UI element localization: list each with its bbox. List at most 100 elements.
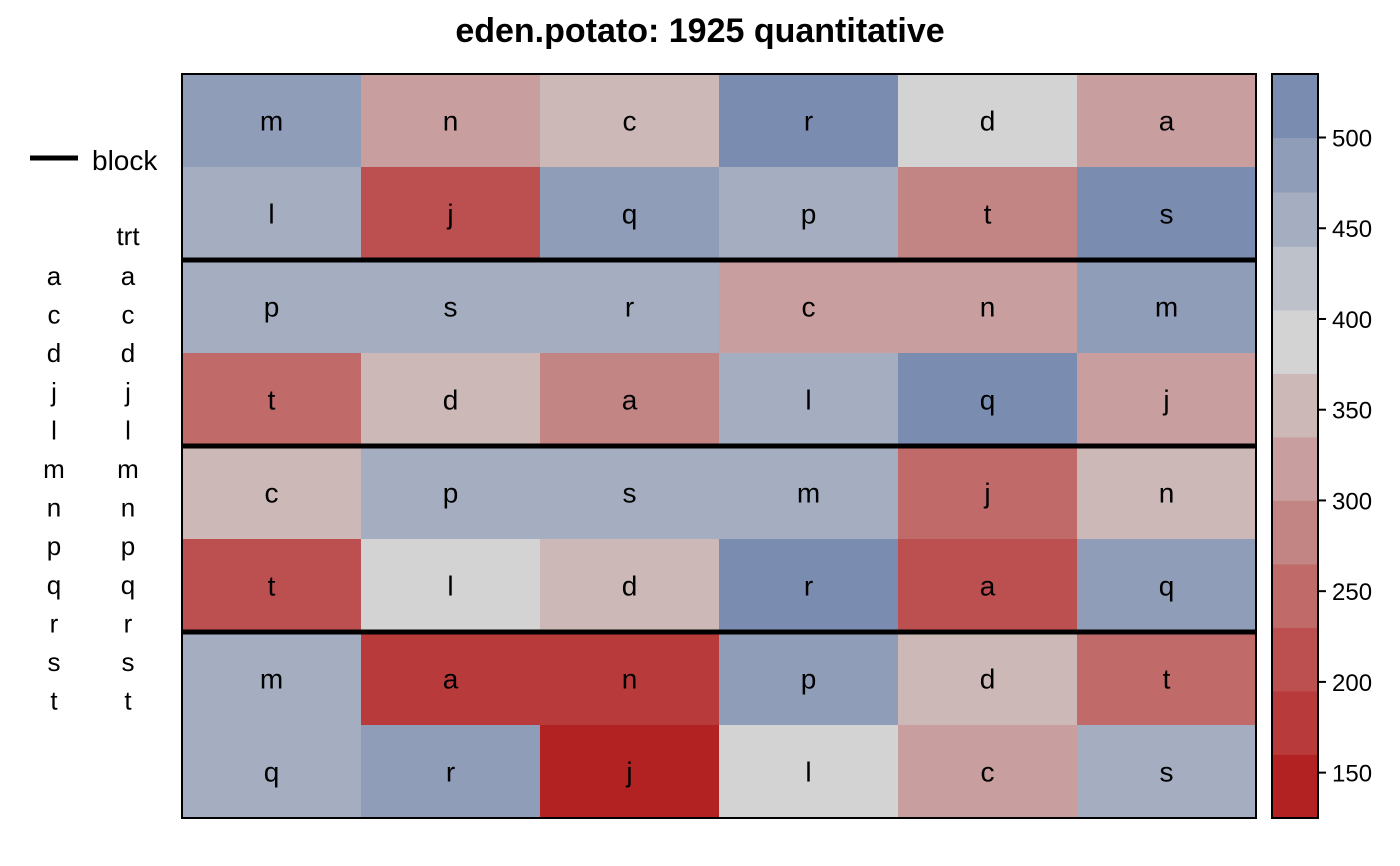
heatmap-cell xyxy=(719,260,899,354)
heatmap-cell xyxy=(361,260,541,354)
heatmap-cell xyxy=(182,260,362,354)
cell-label: q xyxy=(1159,571,1175,602)
colorbar-tick-label: 200 xyxy=(1332,670,1372,697)
heatmap-cell xyxy=(1077,353,1257,447)
legend-level-right: s xyxy=(122,647,135,677)
legend-level-left: j xyxy=(50,377,57,407)
cell-label: p xyxy=(264,292,280,323)
heatmap-cell xyxy=(540,74,720,168)
cell-label: p xyxy=(801,199,817,230)
cell-label: r xyxy=(804,106,813,137)
cell-label: r xyxy=(625,292,634,323)
cell-label: m xyxy=(797,478,820,509)
cell-label: l xyxy=(447,571,453,602)
legend-level-right: q xyxy=(121,570,135,600)
cell-label: j xyxy=(446,199,453,230)
colorbar-tick-label: 500 xyxy=(1332,126,1372,153)
heatmap-cell xyxy=(1077,260,1257,354)
heatmap-cell xyxy=(898,725,1078,819)
heatmap-cell xyxy=(182,632,362,726)
cell-label: q xyxy=(980,385,996,416)
legend-level-left: q xyxy=(47,570,61,600)
cell-label: p xyxy=(801,664,817,695)
cell-label: t xyxy=(984,199,992,230)
cell-label: m xyxy=(260,664,283,695)
heatmap-cell xyxy=(898,353,1078,447)
colorbar-band xyxy=(1272,690,1318,755)
colorbar-tick-label: 450 xyxy=(1332,216,1372,243)
cell-label: m xyxy=(260,106,283,137)
legend-level-left: r xyxy=(50,608,59,638)
colorbar-band xyxy=(1272,246,1318,311)
cell-label: s xyxy=(1160,199,1174,230)
heatmap-cell xyxy=(540,353,720,447)
heatmap-cell xyxy=(540,725,720,819)
colorbar-band xyxy=(1272,500,1318,565)
cell-label: l xyxy=(805,757,811,788)
legend-level-right: t xyxy=(124,686,132,716)
colorbar-band xyxy=(1272,191,1318,247)
heatmap-cell xyxy=(182,74,362,168)
cell-label: l xyxy=(268,199,274,230)
cell-label: d xyxy=(443,385,459,416)
plot-border xyxy=(181,73,1257,819)
heatmap-cell xyxy=(898,446,1078,540)
colorbar-tick-label: 150 xyxy=(1332,761,1372,788)
cell-label: t xyxy=(268,385,276,416)
heatmap-cell xyxy=(1077,725,1257,819)
heatmap-cells xyxy=(182,74,1257,819)
colorbar-tick-label: 400 xyxy=(1332,307,1372,334)
cell-label: c xyxy=(623,106,637,137)
heatmap-cell xyxy=(361,167,541,261)
legend-level-left: p xyxy=(47,531,61,561)
legend-level-left: s xyxy=(48,647,61,677)
heatmap-cell xyxy=(719,539,899,633)
colorbar-band xyxy=(1272,373,1318,438)
heatmap-cell xyxy=(898,539,1078,633)
heatmap-cell xyxy=(182,446,362,540)
heatmap-cell xyxy=(898,632,1078,726)
heatmap-cell xyxy=(540,260,720,354)
cell-label: j xyxy=(1162,385,1169,416)
cell-label: d xyxy=(980,664,996,695)
colorbar-border xyxy=(1271,73,1319,819)
legend-level-right: r xyxy=(124,608,133,638)
heatmap-cell xyxy=(898,260,1078,354)
heatmap-cell xyxy=(719,74,899,168)
heatmap-cell xyxy=(361,632,541,726)
heatmap-cell xyxy=(182,725,362,819)
heatmap-cell xyxy=(540,539,720,633)
colorbar-band xyxy=(1272,309,1318,374)
cell-label: d xyxy=(980,106,996,137)
cell-label: n xyxy=(622,664,638,695)
cell-label: a xyxy=(622,385,638,416)
cell-label: d xyxy=(622,571,638,602)
legend-level-left: l xyxy=(51,415,57,445)
legend-level-right: n xyxy=(121,493,135,523)
heatmap-cell xyxy=(898,167,1078,261)
cell-label: m xyxy=(1155,292,1178,323)
cell-label: c xyxy=(802,292,816,323)
heatmap-cell xyxy=(182,167,362,261)
cell-label: p xyxy=(443,478,459,509)
colorbar-band xyxy=(1272,137,1318,193)
legend-level-left: d xyxy=(47,338,61,368)
cell-label: s xyxy=(1160,757,1174,788)
legend-level-left: c xyxy=(48,300,61,330)
heatmap-cell xyxy=(719,725,899,819)
colorbar-tick-label: 350 xyxy=(1332,398,1372,425)
cell-label: a xyxy=(1159,106,1175,137)
heatmap-cell xyxy=(182,353,362,447)
heatmap-cell xyxy=(182,539,362,633)
cell-label: s xyxy=(444,292,458,323)
colorbar-band xyxy=(1272,627,1318,692)
cell-label: a xyxy=(980,571,996,602)
cell-label: j xyxy=(983,478,990,509)
heatmap-cell xyxy=(719,632,899,726)
legend-level-right: j xyxy=(124,377,131,407)
heatmap-cell xyxy=(1077,74,1257,168)
heatmap-cell xyxy=(540,632,720,726)
